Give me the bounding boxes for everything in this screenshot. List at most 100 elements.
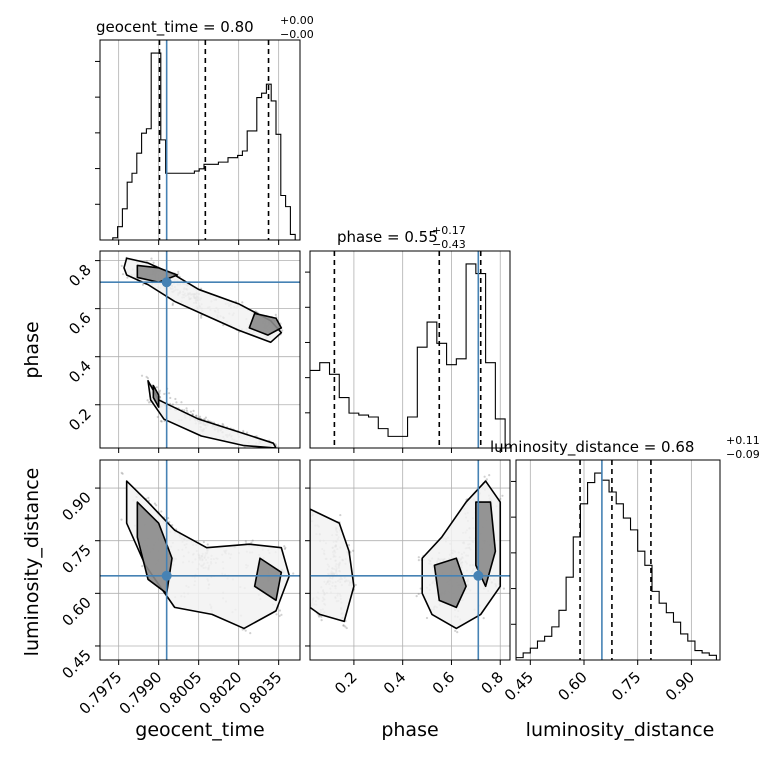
density-point — [352, 549, 355, 552]
contour-outer — [147, 379, 277, 448]
density-point — [168, 521, 171, 524]
density-point — [283, 448, 285, 450]
density-point — [307, 512, 309, 514]
x-tick-label: 0.7990 — [116, 668, 166, 718]
density-point — [344, 625, 347, 628]
y-axis-label-luminosity-distance: luminosity_distance — [21, 468, 43, 657]
y-tick-label: 0.2 — [65, 405, 95, 435]
density-point — [180, 401, 183, 404]
density-point — [342, 624, 345, 627]
density-point — [160, 420, 163, 423]
density-point — [145, 375, 148, 378]
density-point — [483, 475, 486, 478]
y-tick-label: 0.4 — [65, 357, 95, 387]
density-point — [320, 615, 323, 618]
density-point — [354, 583, 357, 587]
density-point — [160, 510, 163, 513]
density-point — [145, 260, 149, 263]
density-point — [307, 610, 309, 612]
density-point — [202, 540, 205, 544]
title-main: geocent_time = 0.80 — [96, 18, 254, 37]
distance-vs-phase-panel: 0.2 0.4 0.6 0.8 — [305, 459, 511, 698]
distance-histogram: 0.45 0.60 0.75 0.90 — [501, 459, 721, 704]
title-main: luminosity_distance = 0.68 — [490, 438, 694, 457]
density-point — [488, 474, 491, 477]
truth-marker — [161, 277, 172, 288]
title-plus: +0.11 — [726, 434, 760, 447]
density-point — [189, 410, 193, 413]
density-point — [278, 614, 281, 618]
density-point — [419, 587, 422, 590]
histogram-steps — [108, 52, 300, 240]
density-point — [284, 546, 287, 549]
density-point — [171, 303, 174, 307]
density-point — [191, 413, 194, 416]
density-point — [485, 478, 488, 481]
density-point — [251, 539, 254, 542]
density-point — [347, 544, 351, 547]
contour-outer — [310, 508, 355, 623]
density-point — [221, 422, 224, 426]
title-plus: +0.00 — [280, 14, 314, 27]
x-tick-label: 0.4 — [380, 668, 410, 698]
density-point — [203, 418, 206, 421]
title-minus: −0.43 — [432, 238, 466, 251]
contour-inner — [253, 557, 283, 602]
title-geocent-time: geocent_time = 0.80 +0.00 −0.00 — [96, 14, 314, 41]
panel-frame — [309, 250, 511, 449]
density-point — [318, 615, 321, 618]
density-point — [345, 626, 348, 630]
panel-body — [100, 251, 300, 450]
truth-marker — [473, 570, 484, 581]
panel-body — [100, 460, 300, 660]
x-axis-label-phase: phase — [381, 719, 438, 741]
density-point — [183, 409, 186, 412]
panel-frame — [99, 39, 301, 241]
x-tick-label: 0.6 — [429, 668, 459, 698]
geocent-time-histogram — [95, 39, 301, 245]
density-point — [147, 401, 151, 404]
density-point — [120, 518, 123, 521]
density-point — [121, 273, 125, 276]
density-point — [147, 496, 150, 499]
density-point — [167, 392, 171, 395]
density-point — [175, 401, 178, 404]
density-point — [141, 565, 144, 568]
density-point — [155, 504, 158, 507]
x-tick-label: 0.75 — [608, 668, 644, 704]
density-point — [292, 572, 295, 575]
density-point — [283, 547, 287, 551]
density-point — [126, 276, 129, 279]
density-point — [121, 472, 124, 475]
y-axis-label-phase: phase — [21, 321, 43, 378]
density-point — [171, 403, 174, 406]
density-point — [482, 617, 485, 620]
density-point — [155, 386, 159, 389]
panel-body — [307, 460, 510, 660]
title-main: phase = 0.55 — [337, 228, 438, 246]
density-point — [250, 541, 253, 544]
panel-frame — [99, 459, 301, 661]
density-point — [177, 270, 180, 273]
density-point — [200, 316, 203, 319]
density-point — [171, 302, 174, 305]
density-point — [274, 313, 277, 316]
density-point — [169, 396, 172, 400]
density-point — [185, 409, 189, 412]
density-point — [195, 414, 198, 417]
density-point — [499, 497, 502, 501]
density-point — [120, 471, 123, 474]
density-point — [222, 323, 225, 327]
density-point — [501, 494, 504, 497]
x-tick-label: 0.8020 — [196, 668, 246, 718]
histogram-steps — [516, 472, 717, 660]
density-point — [174, 397, 177, 401]
density-point — [156, 415, 159, 419]
density-point — [249, 632, 252, 635]
density-point — [152, 261, 155, 264]
title-luminosity-distance: luminosity_distance = 0.68 +0.11 −0.09 — [490, 434, 760, 461]
density-point — [275, 613, 278, 616]
phase-vs-geocent-time-panel: 0.2 0.4 0.6 0.8 — [65, 250, 301, 453]
density-point — [206, 543, 209, 546]
